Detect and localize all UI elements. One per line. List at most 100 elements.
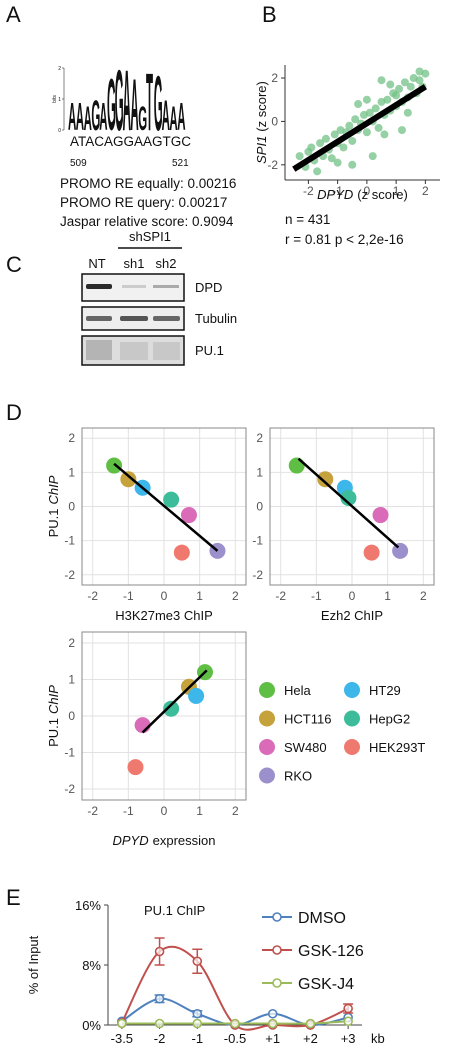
protein-label: PU.1 [195, 343, 224, 358]
x-tick-label: -2 [275, 589, 286, 603]
legend-marker [272, 945, 282, 955]
x-tick-label: 2 [420, 589, 427, 603]
y-tick-label: 1 [256, 465, 263, 479]
axis-label-part: expression [153, 833, 216, 848]
legend-dot [259, 767, 275, 784]
x-tick-label: -2 [154, 1031, 166, 1046]
fit-line [297, 457, 400, 549]
axis-label: SPI1 (z score) [254, 81, 269, 164]
band [86, 284, 112, 289]
marker [192, 956, 203, 967]
logo-letter: A [99, 96, 107, 139]
score-line: PROMO RE equally: 0.00216 [60, 176, 236, 191]
band [86, 340, 112, 360]
y-tick-label: -1 [64, 534, 75, 548]
axis-label: DPYD expression [113, 833, 216, 848]
x-tick-label: +1 [265, 1031, 280, 1046]
axis-label-part: PU.1 [46, 509, 61, 538]
legend-label: HEK293T [369, 740, 425, 755]
y-tick-label: -2 [64, 568, 75, 582]
y-axis-label: % of Input [26, 935, 41, 994]
point [173, 544, 190, 561]
point [403, 108, 412, 117]
chart-title: PU.1 ChIP [144, 903, 205, 918]
plot-border [81, 631, 247, 801]
protein-label: Tubulin [195, 311, 237, 326]
lane-label: NT [88, 256, 105, 271]
point [372, 507, 389, 524]
point [406, 82, 415, 91]
marker [343, 1003, 353, 1014]
axis-label-part: SPI1 [254, 136, 269, 164]
lane-label: sh2 [156, 256, 177, 271]
logo-letter: A [177, 96, 185, 139]
panel-label: A [6, 2, 21, 27]
y-tick-label: -1 [64, 746, 75, 760]
point [371, 104, 380, 113]
axis-label: PU.1 ChIP [46, 475, 61, 537]
fit-line [141, 669, 208, 734]
logo-letter: A [68, 96, 76, 139]
band [153, 342, 180, 360]
x-tick-label: 1 [196, 589, 203, 603]
logo-axis-label: bits [52, 95, 58, 103]
x-tick-label: 0 [161, 804, 168, 818]
marker [154, 993, 165, 1004]
panel-label: C [6, 252, 22, 277]
logo-tick-label: 2 [58, 66, 61, 72]
x-tick-label: 2 [232, 589, 239, 603]
point [295, 152, 304, 161]
band [120, 316, 148, 321]
point [397, 126, 406, 135]
point [351, 115, 360, 124]
y-tick-label: 0 [271, 114, 278, 128]
x-tick-label: -1 [311, 589, 322, 603]
marker [117, 1018, 127, 1029]
axis-label-part: PU.1 [46, 718, 61, 747]
x-tick-label: 2 [422, 184, 429, 198]
y-tick-label: 8% [82, 958, 101, 973]
marker [192, 1018, 203, 1029]
y-tick-label: -2 [267, 158, 278, 172]
fit-line [292, 84, 427, 172]
point [392, 91, 401, 100]
y-tick-label: 16% [75, 898, 101, 913]
legend-label: RKO [284, 769, 312, 784]
legend-dot [259, 739, 275, 755]
point [395, 84, 404, 93]
logo-letter: A [123, 53, 131, 150]
point [304, 147, 313, 156]
x-tick-label: -1 [192, 1031, 204, 1046]
axis-label: Ezh2 ChIP [321, 608, 383, 623]
axis-label: PU.1 ChIP [46, 685, 61, 747]
point [386, 80, 395, 89]
x-tick-label: +2 [303, 1031, 318, 1046]
x-tick-label: -3.5 [111, 1031, 133, 1046]
fit-line [113, 462, 219, 552]
point [127, 759, 144, 776]
x-tick-label: -1 [332, 184, 343, 198]
x-unit: kb [371, 1031, 385, 1046]
axis-label-part: (z score) [357, 187, 408, 202]
legend-label: HepG2 [369, 712, 410, 727]
plot-border [269, 427, 435, 586]
marker [267, 1018, 278, 1029]
logo-letter: G [115, 53, 124, 150]
point [362, 128, 371, 137]
point [288, 457, 305, 474]
point [415, 67, 424, 76]
point [348, 136, 357, 145]
y-tick-label: 2 [256, 431, 263, 445]
logo-tick-label: 1 [58, 97, 61, 103]
motif-sequence: ATACAGGAAGTGC [70, 134, 191, 149]
x-tick-label: -2 [87, 804, 98, 818]
point [317, 471, 334, 488]
point [345, 121, 354, 130]
logo-letter: A [130, 66, 138, 147]
y-tick-label: -2 [64, 782, 75, 796]
point [368, 152, 377, 161]
x-tick-label: 0 [364, 184, 371, 198]
marker [192, 1008, 203, 1019]
marker [343, 1016, 353, 1027]
